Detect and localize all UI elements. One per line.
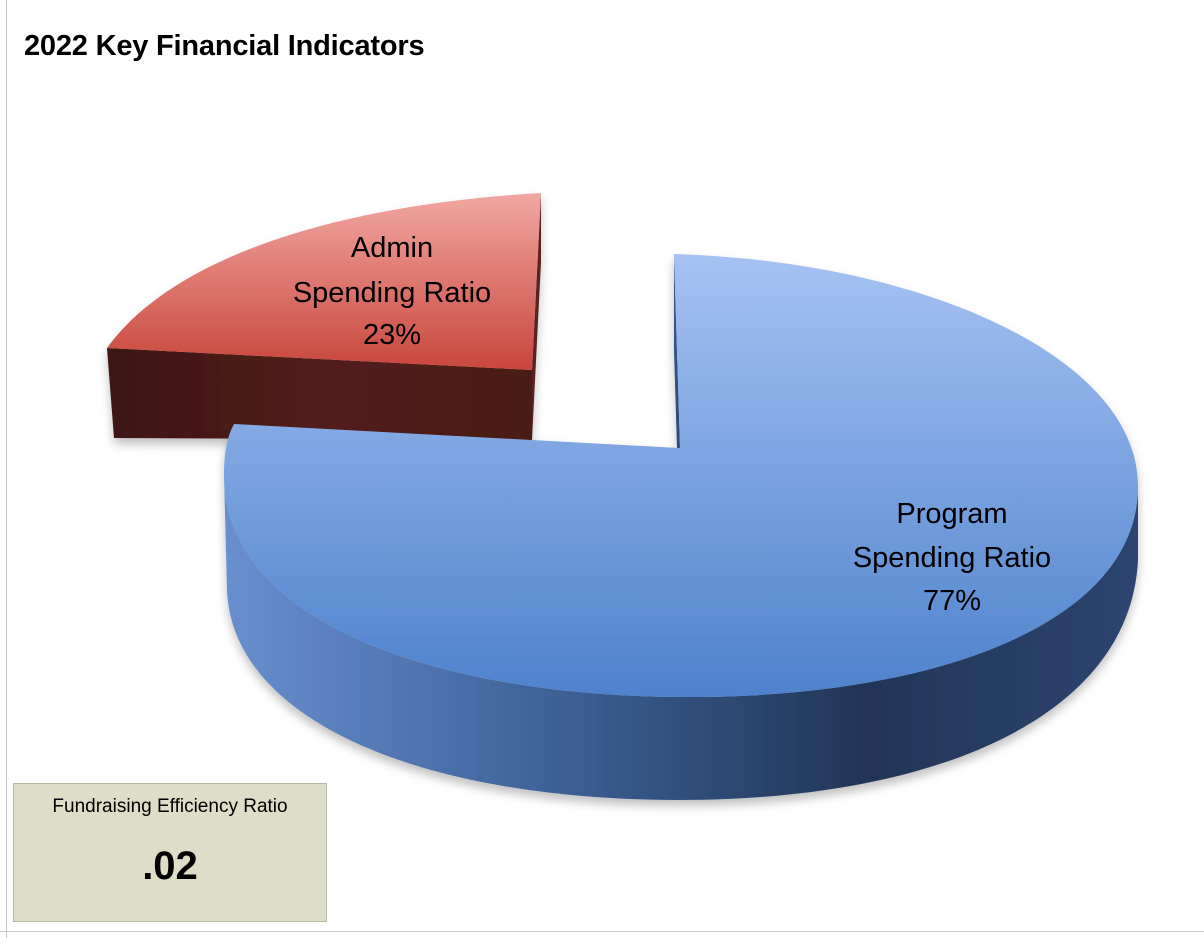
program-slice[interactable] <box>224 254 1138 800</box>
program-slice-side <box>224 475 1138 800</box>
admin-slice-side <box>107 348 532 440</box>
program-label-line-3: 77% <box>923 585 981 617</box>
sheet-bottom-gridline <box>0 931 1204 938</box>
admin-slice-top <box>107 193 541 370</box>
admin-slice-label: Admin Spending Ratio 23% <box>293 232 491 351</box>
admin-slice[interactable] <box>107 193 541 440</box>
sheet-left-gridline <box>0 0 7 938</box>
program-slice-top <box>224 254 1138 698</box>
admin-slice-cut <box>532 193 541 440</box>
program-slice-label: Program Spending Ratio 77% <box>853 498 1051 617</box>
admin-label-line-2: Spending Ratio <box>293 277 491 309</box>
program-label-line-2: Spending Ratio <box>853 542 1051 574</box>
fundraising-efficiency-box: Fundraising Efficiency Ratio .02 <box>13 783 327 922</box>
chart-title: 2022 Key Financial Indicators <box>24 30 425 62</box>
program-label-line-1: Program <box>896 498 1007 530</box>
admin-label-line-1: Admin <box>351 232 433 264</box>
fundraising-efficiency-value: .02 <box>142 844 198 888</box>
fundraising-efficiency-label: Fundraising Efficiency Ratio <box>52 796 288 817</box>
admin-label-line-3: 23% <box>363 319 421 351</box>
